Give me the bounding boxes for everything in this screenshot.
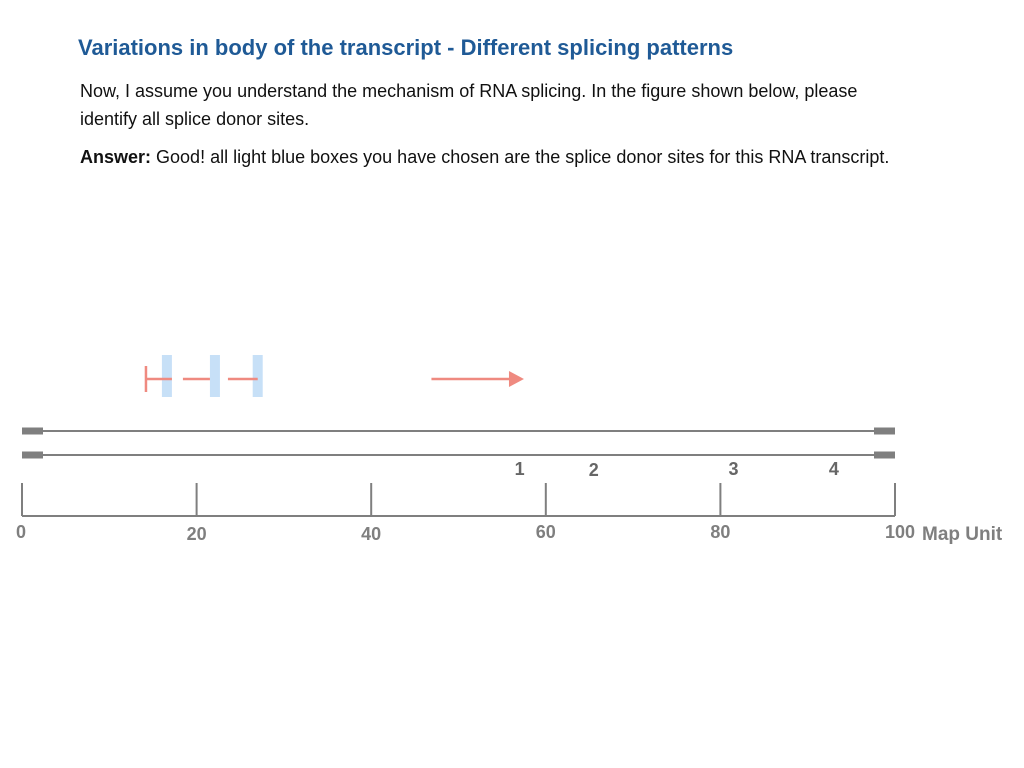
splice-donor-box-1[interactable]: [161, 355, 172, 397]
strand-top-left-cap: [22, 427, 43, 435]
site-marker-2: 2: [589, 460, 599, 480]
axis-tick-label: 20: [187, 524, 207, 544]
page-title: Variations in body of the transcript - D…: [78, 35, 734, 60]
answer-label: Answer:: [80, 147, 152, 167]
splice-donor-box-3[interactable]: [252, 355, 263, 397]
axis-tick-label: 60: [536, 522, 556, 542]
answer-text: Good! all light blue boxes you have chos…: [156, 147, 890, 167]
transcript-arrow-head: [508, 371, 524, 387]
transcript-arrow: [144, 366, 524, 392]
strand-top-right-cap: [874, 427, 895, 435]
axis-tick-label: 80: [710, 522, 730, 542]
axis-tick-label: 40: [361, 524, 381, 544]
site-markers: 1 2 3 4: [515, 459, 839, 480]
axis-tick-label: 0: [16, 522, 26, 542]
site-marker-4: 4: [829, 459, 839, 479]
axis-unit-label: Map Unit: [922, 524, 1003, 545]
strand-bottom-left-cap: [22, 451, 43, 459]
dna-strands: [22, 427, 895, 459]
splice-donor-box-2[interactable]: [209, 355, 220, 397]
answer-paragraph: Answer: Good! all light blue boxes you h…: [80, 143, 900, 171]
question-text: Now, I assume you understand the mechani…: [80, 81, 858, 129]
axis-tick-label: 100: [885, 522, 915, 542]
site-marker-1: 1: [515, 459, 525, 479]
site-marker-3: 3: [728, 459, 738, 479]
splice-donor-sites: [161, 355, 263, 397]
strand-bottom-right-cap: [874, 451, 895, 459]
map-axis: 0 20 40 60 80 100: [16, 483, 915, 544]
